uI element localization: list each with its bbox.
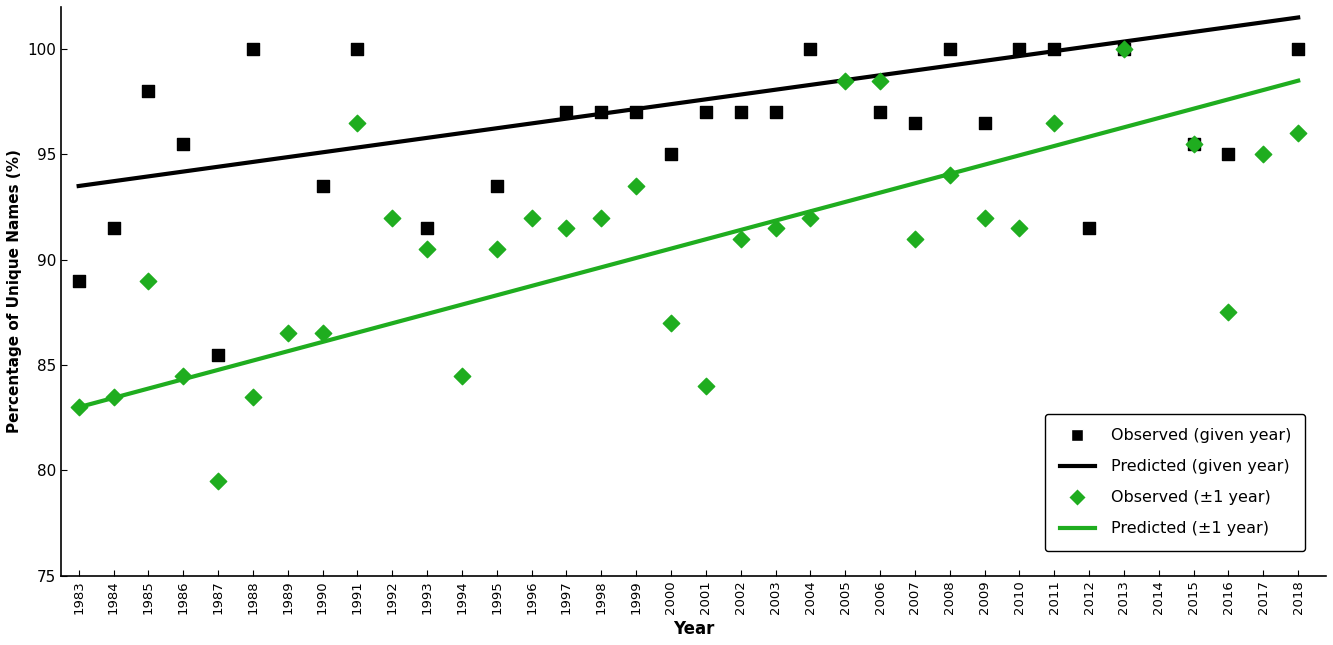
Point [172,370,193,381]
Point [1078,223,1100,233]
Point [1218,149,1240,159]
Point [974,212,996,223]
Point [1113,44,1134,54]
Point [1113,44,1134,54]
Point [1253,149,1274,159]
Point [68,402,89,412]
Point [591,107,612,117]
Point [625,107,647,117]
Point [1009,223,1030,233]
Point [800,212,821,223]
Y-axis label: Percentage of Unique Names (%): Percentage of Unique Names (%) [7,150,21,433]
Point [1044,117,1065,128]
Point [347,44,368,54]
Point [1288,44,1309,54]
Point [416,244,437,254]
Point [208,350,229,360]
Point [660,318,681,328]
Point [103,223,124,233]
Point [556,223,577,233]
Point [416,223,437,233]
Point [137,86,159,96]
Point [1218,307,1240,317]
Point [208,476,229,486]
Point [696,381,717,392]
Point [869,75,890,86]
Point [277,328,299,339]
Point [452,370,473,381]
X-axis label: Year: Year [673,620,714,638]
Point [869,107,890,117]
Point [938,170,960,181]
Point [904,233,925,244]
Point [312,181,333,191]
Point [487,244,508,254]
Point [1044,44,1065,54]
Point [137,275,159,286]
Point [834,75,856,86]
Point [660,149,681,159]
Point [800,44,821,54]
Point [172,139,193,149]
Point [974,117,996,128]
Point [765,223,786,233]
Point [1009,44,1030,54]
Point [556,107,577,117]
Point [591,212,612,223]
Point [381,212,403,223]
Point [904,117,925,128]
Point [1182,139,1204,149]
Point [625,181,647,191]
Point [347,117,368,128]
Point [68,275,89,286]
Point [312,328,333,339]
Point [487,181,508,191]
Point [521,212,543,223]
Point [243,392,264,402]
Point [1288,128,1309,139]
Point [938,44,960,54]
Legend: Observed (given year), Predicted (given year), Observed (±1 year), Predicted (±1: Observed (given year), Predicted (given … [1045,414,1305,551]
Point [696,107,717,117]
Point [730,107,752,117]
Point [730,233,752,244]
Point [103,392,124,402]
Point [765,107,786,117]
Point [243,44,264,54]
Point [1182,139,1204,149]
